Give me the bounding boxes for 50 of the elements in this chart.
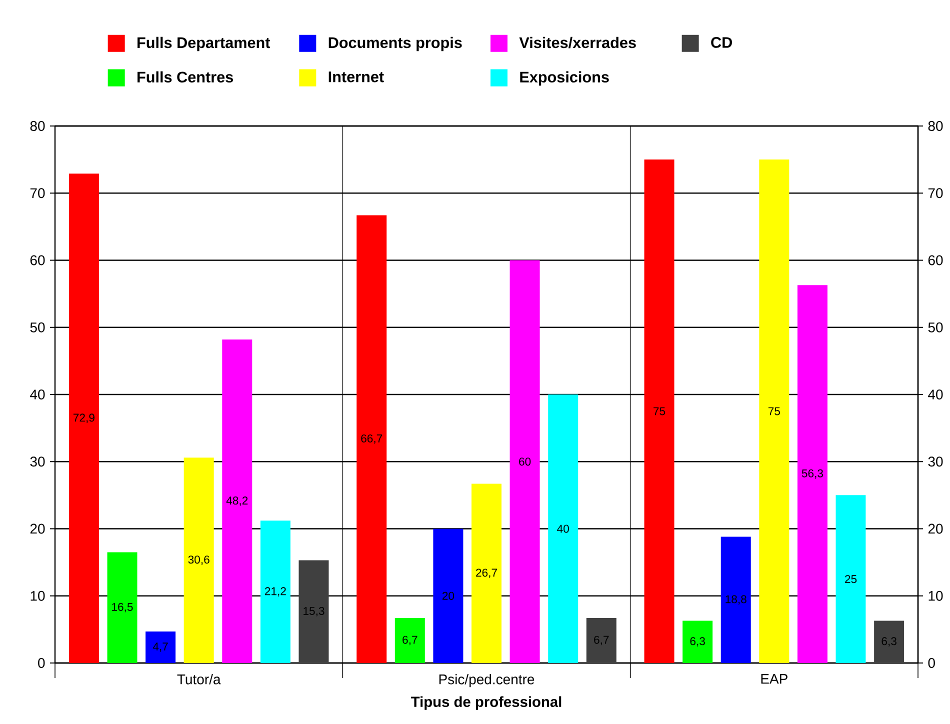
y-tick-label: 0 xyxy=(38,658,45,668)
x-tick-label: Psic/ped.centre xyxy=(439,674,534,688)
data-label: 6,3 xyxy=(690,637,705,647)
y-tick-label: 50 xyxy=(30,322,45,332)
legend-label: Documents propis xyxy=(328,36,462,52)
y2-tick-label: 20 xyxy=(928,524,943,534)
data-label: 20 xyxy=(442,592,454,600)
y2-tick-label: 50 xyxy=(928,322,943,332)
data-label: 26,7 xyxy=(476,568,497,578)
data-label: 6,3 xyxy=(882,637,896,647)
y-tick-label: 30 xyxy=(30,456,45,467)
legend-label: Fulls Departament xyxy=(138,36,270,52)
data-label: 21,2 xyxy=(264,587,286,597)
y2-tick-label: 60 xyxy=(928,255,943,266)
data-label: 60 xyxy=(519,458,531,466)
y2-tick-label: 30 xyxy=(928,456,943,467)
x-tick-label: Tutor/a xyxy=(177,674,221,684)
data-label: 25 xyxy=(845,575,857,584)
y-tick-label: 10 xyxy=(30,590,45,601)
y2-tick-label: 70 xyxy=(928,188,943,198)
y2-tick-label: 0 xyxy=(928,658,935,668)
y-tick-label: 20 xyxy=(30,524,45,534)
y-tick-label: 40 xyxy=(30,390,45,400)
data-label: 72,9 xyxy=(73,414,94,423)
data-label: 15,3 xyxy=(304,606,324,616)
data-label: 56,3 xyxy=(802,469,823,479)
y2-tick-label: 80 xyxy=(928,121,943,131)
legend-label: Visites/xerrades xyxy=(519,36,636,48)
legend-label: CD xyxy=(711,37,732,48)
data-label: 66,7 xyxy=(361,434,382,444)
data-label: 6,7 xyxy=(594,636,609,646)
data-label: 75 xyxy=(768,407,780,416)
legend-label: Exposicions xyxy=(520,71,609,86)
y-tick-label: 70 xyxy=(30,188,45,198)
data-label: 40 xyxy=(557,524,569,533)
data-label: 30,6 xyxy=(188,556,210,565)
data-label: 48,2 xyxy=(226,496,248,506)
y-tick-label: 60 xyxy=(30,255,45,266)
y2-tick-label: 40 xyxy=(928,390,943,400)
y-tick-label: 80 xyxy=(30,121,45,131)
x-axis-title: Tipus de professional xyxy=(411,696,562,710)
y2-tick-label: 10 xyxy=(928,590,943,601)
data-label: 75 xyxy=(654,407,666,416)
legend-label: Fulls Centres xyxy=(138,71,233,83)
x-tick-label: EAP xyxy=(761,674,788,684)
data-label: 4,7 xyxy=(152,642,168,652)
legend-label: Internet xyxy=(328,72,384,82)
data-label: 18,8 xyxy=(726,595,746,605)
data-label: 16,5 xyxy=(112,602,133,612)
data-label: 6,7 xyxy=(402,636,418,646)
